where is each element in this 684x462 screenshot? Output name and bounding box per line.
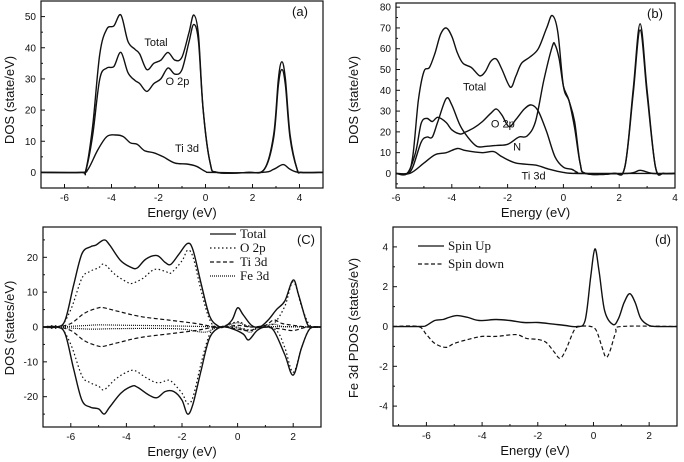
- series-o-2p-points-line: [40, 23, 324, 175]
- x-tick-label: -2: [178, 432, 187, 443]
- y-tick-label: 10: [25, 137, 37, 148]
- legend-label: Total: [240, 226, 267, 241]
- y-tick-label: 70: [380, 23, 392, 34]
- y-tick-label: 30: [380, 107, 392, 118]
- series-annotation: O 2p: [166, 76, 190, 88]
- x-tick-label: 2: [646, 431, 652, 442]
- plot-frame: [392, 226, 678, 427]
- y-axis-title: DOS (state/eV): [2, 56, 17, 144]
- y-tick-label: 10: [380, 148, 392, 159]
- y-tick-label: 0: [382, 322, 388, 333]
- series-annotation: Ti 3d: [522, 171, 546, 183]
- panel-label: (C): [297, 232, 315, 247]
- legend-label: Ti 3d: [240, 254, 268, 269]
- panel-label: (b): [647, 6, 663, 21]
- y-tick-label: 20: [380, 127, 392, 138]
- x-tick-label: 4: [297, 193, 303, 204]
- y-tick-label: 60: [380, 44, 392, 55]
- x-tick-label: 0: [203, 193, 209, 204]
- y-axis-title: Fe 3d PDOS (states/eV): [346, 258, 361, 398]
- x-tick-label: 0: [591, 431, 597, 442]
- y-axis-title: DOS (state/eV): [346, 56, 361, 144]
- y-tick-label: 0: [385, 169, 391, 180]
- series-spin-down-points-line: [392, 325, 678, 359]
- y-tick-label: 20: [27, 253, 39, 264]
- y-tick-label: 50: [380, 65, 392, 76]
- series-total-down-line: [42, 325, 322, 415]
- series-spin-up-points-line: [392, 248, 678, 328]
- panel-d: -6 -4 -2 0 2 -4 -2 0 2 4 Energy (eV) Fe 3d PDOS (st…: [346, 226, 678, 458]
- x-tick-label: -6: [60, 193, 69, 204]
- series-ti-3d-points-line: [40, 134, 324, 174]
- series-ti-3d-points-line: [395, 147, 676, 175]
- x-tick-label: -2: [533, 431, 542, 442]
- x-tick-label: -4: [122, 432, 131, 443]
- y-tick-label: 30: [25, 74, 37, 85]
- series-o-2p-up-line: [42, 249, 322, 329]
- x-tick-label: 2: [290, 432, 296, 443]
- x-tick-label: -6: [66, 432, 75, 443]
- x-tick-label: 4: [672, 193, 678, 204]
- y-tick-label: 50: [25, 12, 37, 23]
- y-tick-label: 2: [382, 282, 388, 293]
- x-tick-label: -4: [107, 193, 116, 204]
- x-axis-title: Energy (eV): [501, 205, 570, 220]
- y-tick-label: 40: [380, 86, 392, 97]
- series-total-up-line: [42, 239, 322, 329]
- y-tick-label: 10: [27, 288, 39, 299]
- x-tick-label: 2: [616, 193, 622, 204]
- y-tick-label: 4: [382, 242, 388, 253]
- series-annotation: O 2p: [491, 119, 515, 131]
- y-tick-label: 20: [25, 106, 37, 117]
- series-fe-3d-down-line: [42, 325, 322, 333]
- panel-label: (a): [292, 4, 308, 19]
- y-tick-label: 0: [30, 168, 36, 179]
- x-tick-label: -2: [503, 193, 512, 204]
- y-tick-label: 0: [32, 323, 38, 334]
- legend: Spin Up Spin down: [418, 238, 504, 271]
- y-tick-label: -4: [379, 402, 388, 413]
- x-axis-title: Energy (eV): [147, 444, 216, 459]
- series-n-points-line: [395, 29, 676, 176]
- x-tick-label: 2: [250, 193, 256, 204]
- legend-label: Spin Up: [448, 238, 491, 253]
- series-total-points-line: [40, 13, 324, 176]
- x-tick-label: -6: [392, 193, 401, 204]
- series-fe-3d-up-line: [42, 322, 322, 328]
- series-o-2p-points-line: [395, 104, 676, 176]
- series-annotation: Total: [463, 81, 486, 93]
- series-annotation: Total: [144, 37, 167, 49]
- legend-label: Spin down: [448, 256, 504, 271]
- y-tick-label: -2: [379, 362, 388, 373]
- x-axis-title: Energy (eV): [147, 205, 216, 220]
- panel-label: (d): [655, 232, 671, 247]
- x-tick-label: -2: [154, 193, 163, 204]
- y-tick-label: -10: [24, 357, 39, 368]
- y-axis-title: DOS (states/eV): [2, 281, 17, 376]
- series-annotation: Ti 3d: [175, 143, 199, 155]
- legend-label: O 2p: [240, 240, 266, 255]
- x-axis-title: Energy (eV): [500, 443, 569, 458]
- x-tick-label: 0: [561, 193, 567, 204]
- x-tick-label: -4: [478, 431, 487, 442]
- plot-frame: [40, 0, 324, 189]
- x-tick-label: -4: [447, 193, 456, 204]
- series-ti-3d-down-line: [42, 326, 322, 348]
- series-annotation: N: [513, 142, 521, 154]
- y-tick-label: 80: [380, 3, 392, 14]
- legend-label: Fe 3d: [240, 268, 270, 283]
- series-ti-3d-up-line: [42, 306, 322, 328]
- x-tick-label: 0: [235, 432, 241, 443]
- y-tick-label: 40: [25, 43, 37, 54]
- y-tick-label: -20: [24, 392, 39, 403]
- x-tick-label: -6: [422, 431, 431, 442]
- series-o-2p-down-line: [42, 325, 322, 405]
